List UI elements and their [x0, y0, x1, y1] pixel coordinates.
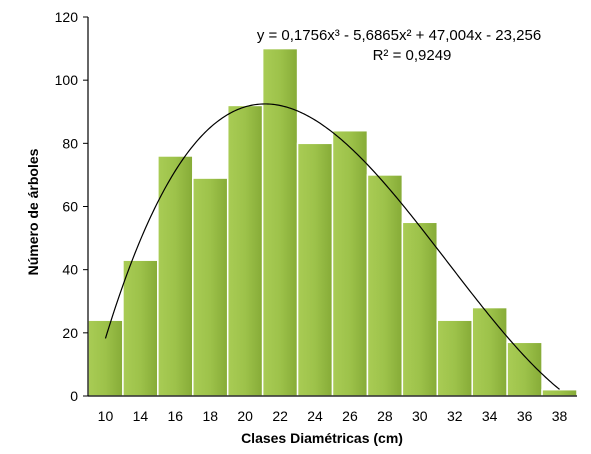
trendline-equation: y = 0,1756x³ - 5,6865x² + 47,004x - 23,2…: [257, 27, 541, 44]
trendline-r-squared: R² = 0,9249: [373, 47, 452, 64]
bar-24: [296, 142, 334, 397]
x-tick-label: 32: [447, 408, 463, 424]
bar-22: [261, 47, 299, 397]
x-tick-label: 30: [412, 408, 428, 424]
bar-14: [122, 259, 159, 397]
y-tick-label: 80: [62, 135, 78, 151]
x-tick-label: 14: [133, 408, 149, 424]
trendline-curve: [104, 103, 560, 390]
x-tick-label: 26: [342, 408, 358, 424]
x-tick-label: 10: [98, 408, 114, 424]
bar-26: [331, 129, 369, 397]
x-axis-title: Clases Diamétricas (cm): [241, 430, 403, 446]
x-tick-label: 28: [377, 408, 393, 424]
axes: [83, 16, 577, 397]
y-tick-label: 20: [62, 325, 78, 341]
x-tick-label: 16: [168, 408, 184, 424]
x-tick-label: 34: [482, 408, 498, 424]
x-tick-label: 38: [552, 408, 568, 424]
bar-30: [401, 221, 439, 397]
x-axis-ticks: 10 14 16 18 20 22 24 26 28 30 32 34 36 38: [98, 408, 568, 424]
y-tick-label: 40: [62, 262, 78, 278]
bar-18: [192, 177, 229, 397]
bar-28: [366, 174, 404, 397]
bars: [87, 47, 578, 397]
y-axis-ticks: 0 20 40 60 80 100 120: [55, 9, 79, 404]
bar-20: [226, 104, 264, 397]
x-tick-label: 22: [272, 408, 288, 424]
x-tick-label: 18: [202, 408, 218, 424]
bar-38: [541, 388, 578, 397]
x-tick-label: 36: [517, 408, 533, 424]
bar-10: [87, 319, 124, 397]
y-tick-label: 60: [62, 199, 78, 215]
y-tick-label: 120: [55, 9, 79, 25]
bar-34: [471, 306, 508, 397]
x-tick-label: 24: [307, 408, 323, 424]
bar-16: [157, 155, 194, 397]
y-tick-label: 100: [55, 72, 79, 88]
y-tick-label: 0: [70, 388, 78, 404]
bar-32: [436, 319, 473, 397]
y-axis-title: Número de árboles: [25, 148, 41, 275]
x-tick-label: 20: [237, 408, 253, 424]
